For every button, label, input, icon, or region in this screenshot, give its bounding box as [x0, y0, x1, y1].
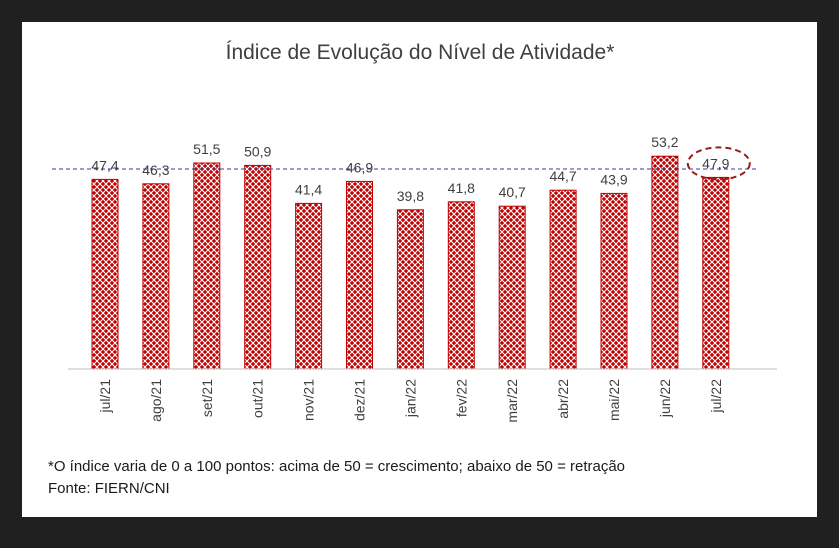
value-label: 46,3 — [142, 162, 169, 178]
x-tick-labels-layer: jul/21 ago/21 set/21 out/21 nov/21 dez/21 jan/… — [97, 379, 724, 423]
chart-panel: Índice de Evolução do Nível de Atividade… — [22, 22, 817, 517]
value-label: 43,9 — [600, 171, 627, 187]
x-tick-label: jun/22 — [657, 379, 673, 418]
x-tick-label: abr/22 — [555, 379, 571, 419]
bar-jul-22 — [702, 176, 730, 370]
chart-title: Índice de Evolução do Nível de Atividade… — [226, 41, 615, 64]
bar-dez-21 — [346, 180, 373, 370]
value-label: 46,9 — [346, 159, 373, 175]
x-tick-label: fev/22 — [453, 379, 469, 417]
value-label: 51,5 — [193, 141, 220, 157]
value-label: 41,4 — [295, 181, 322, 197]
x-tick-label: nov/21 — [301, 379, 317, 421]
x-tick-label: jul/22 — [708, 379, 724, 414]
value-label: 53,2 — [651, 134, 678, 150]
value-label: 39,8 — [397, 188, 424, 204]
x-tick-label: ago/21 — [148, 379, 164, 422]
bars-layer — [91, 155, 730, 370]
value-label: 41,8 — [448, 180, 475, 196]
x-tick-label: mai/22 — [606, 379, 622, 421]
footnote-text: *O índice varia de 0 a 100 pontos: acima… — [48, 458, 626, 475]
x-tick-label: set/21 — [199, 379, 215, 417]
value-label: 47,4 — [91, 157, 118, 173]
bar-set-21 — [193, 162, 221, 370]
source-text: Fonte: FIERN/CNI — [48, 480, 170, 497]
bar-jan-22 — [396, 209, 424, 370]
x-tick-label: jan/22 — [402, 379, 418, 418]
value-label: 50,9 — [244, 143, 271, 159]
bar-fev-22 — [447, 201, 475, 370]
bar-jun-22 — [651, 155, 679, 370]
x-tick-label: mar/22 — [504, 379, 520, 423]
highlight-ellipse — [686, 146, 751, 181]
x-tick-label: out/21 — [250, 379, 266, 418]
value-label: 44,7 — [549, 168, 576, 184]
x-tick-label: dez/21 — [352, 379, 368, 421]
value-labels-layer: 47,4 46,3 51,5 50,9 41,4 46,9 39,8 41,8 40,7 44,7… — [91, 134, 729, 204]
value-label: 47,9 — [702, 155, 729, 171]
bar-mai-22 — [600, 192, 628, 370]
bar-chart: Índice de Evolução do Nível de Atividade… — [52, 41, 777, 423]
bar-jul-21 — [91, 178, 119, 370]
bar-mar-22 — [498, 205, 526, 370]
x-tick-label: jul/21 — [97, 379, 113, 414]
bar-abr-22 — [549, 189, 577, 370]
bar-nov-21 — [295, 202, 323, 370]
bar-out-21 — [244, 164, 272, 370]
value-label: 40,7 — [499, 184, 526, 200]
bar-ago-21 — [142, 183, 170, 370]
